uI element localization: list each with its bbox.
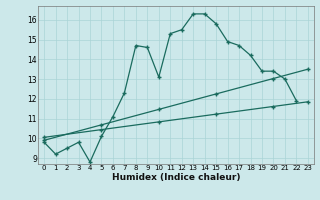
X-axis label: Humidex (Indice chaleur): Humidex (Indice chaleur) bbox=[112, 173, 240, 182]
